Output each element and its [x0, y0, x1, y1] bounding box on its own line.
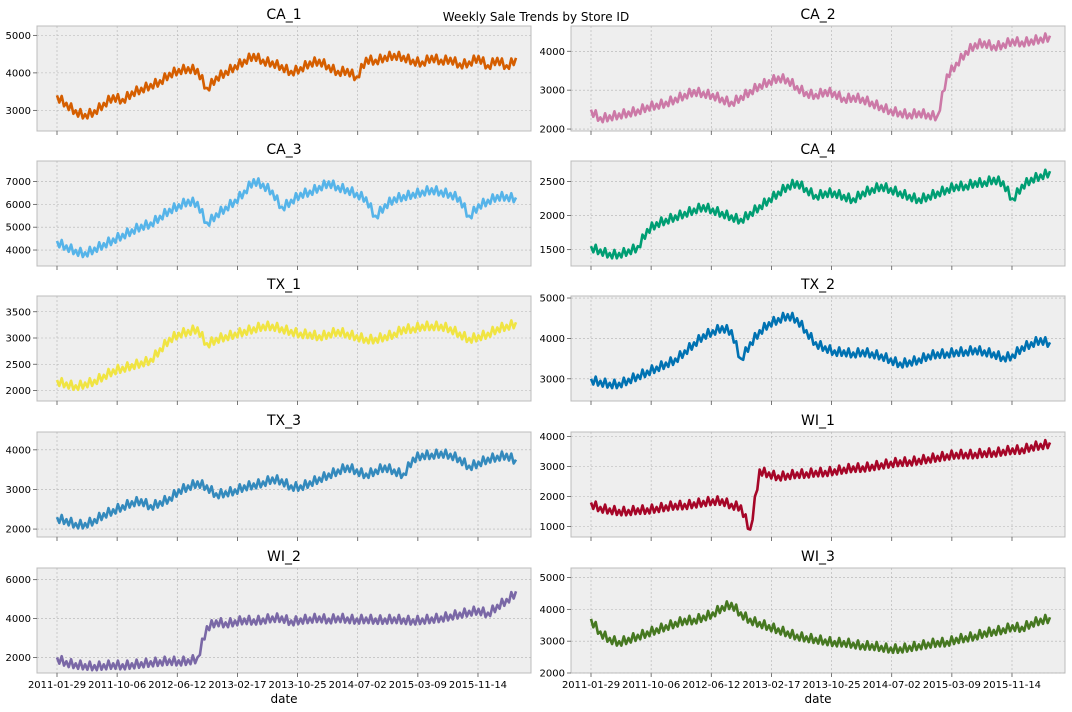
y-tick-label: 3000 [540, 374, 565, 385]
y-tick-label: 6000 [6, 200, 31, 211]
y-tick-label: 3000 [6, 334, 31, 345]
y-tick-label: 2500 [6, 360, 31, 371]
y-tick-label: 4000 [540, 605, 565, 616]
subplot-wi-1: 1000 2000 3000 4000 WI_1 [540, 413, 1066, 541]
x-tick-label: 2011-01-29 [562, 680, 620, 691]
subplot-title: WI_2 [267, 549, 301, 565]
series-line [589, 32, 1052, 124]
y-tick-label: 3500 [6, 307, 31, 318]
y-tick-label: 3000 [540, 462, 565, 473]
subplot-tx-2: 3000 4000 5000 TX_2 [540, 277, 1066, 405]
x-tick-label: 2015-11-14 [449, 680, 507, 691]
subplot-tx-1: 2000 2500 3000 3500 TX_1 [6, 277, 532, 405]
x-tick-label: 2014-07-02 [329, 680, 387, 691]
series-line [589, 168, 1052, 260]
chart-suptitle: Weekly Sale Trends by Store ID [443, 10, 629, 24]
plot-background [570, 431, 1066, 538]
x-tick-label: 2012-06-12 [148, 680, 206, 691]
plot-background [36, 295, 532, 402]
y-tick-label: 2000 [6, 386, 31, 397]
series-line [589, 311, 1052, 390]
plot-background [570, 25, 1066, 132]
y-tick-label: 2000 [6, 525, 31, 536]
y-tick-label: 2000 [540, 492, 565, 503]
series-line [589, 438, 1052, 531]
series-line [55, 590, 518, 672]
x-tick-label: 2012-06-12 [682, 680, 740, 691]
series-line [55, 319, 518, 392]
y-tick-label: 4000 [6, 445, 31, 456]
y-tick-label: 5000 [540, 573, 565, 584]
x-tick-label: 2015-11-14 [983, 680, 1041, 691]
plot-background [570, 160, 1066, 267]
subplot-title: TX_1 [266, 277, 301, 293]
x-tick-label: 2014-07-02 [863, 680, 921, 691]
plot-background [36, 160, 532, 267]
y-tick-label: 4000 [540, 432, 565, 443]
subplot-title: TX_3 [266, 413, 301, 429]
y-tick-label: 4000 [540, 47, 565, 58]
chart-panels: 3000 4000 5000 CA_1 2000 3000 4000 CA_2 4000 5000… [6, 7, 1066, 706]
series-line [589, 600, 1052, 655]
y-tick-label: 2000 [6, 653, 31, 664]
x-tick-label: 2011-10-06 [622, 680, 680, 691]
y-tick-label: 3000 [540, 637, 565, 648]
x-tick-label: 2013-10-25 [269, 680, 327, 691]
subplot-ca-1: 3000 4000 5000 CA_1 [6, 7, 532, 135]
plot-background [570, 567, 1066, 674]
y-tick-label: 1000 [540, 522, 565, 533]
y-tick-label: 5000 [6, 223, 31, 234]
y-tick-label: 4000 [6, 68, 31, 79]
subplot-wi-2: 2000 4000 6000 WI_2 2011-01-29 2011-10-06 2012… [6, 549, 532, 706]
subplot-title: CA_1 [266, 7, 301, 23]
y-tick-label: 5000 [6, 31, 31, 42]
subplot-title: WI_1 [801, 413, 835, 429]
x-axis-label: date [804, 692, 831, 706]
y-tick-label: 2000 [540, 125, 565, 136]
subplot-ca-3: 4000 5000 6000 7000 CA_3 [6, 142, 532, 270]
subplot-title: WI_3 [801, 549, 835, 565]
series-line [55, 50, 518, 120]
x-tick-label: 2013-02-17 [742, 680, 800, 691]
y-tick-label: 4000 [6, 246, 31, 257]
y-tick-label: 6000 [6, 575, 31, 586]
y-tick-label: 2000 [540, 669, 565, 680]
y-tick-label: 3000 [6, 106, 31, 117]
y-tick-label: 3000 [540, 86, 565, 97]
x-tick-label: 2013-02-17 [208, 680, 266, 691]
y-tick-label: 5000 [540, 294, 565, 305]
x-tick-label: 2013-10-25 [803, 680, 861, 691]
subplot-title: CA_2 [800, 7, 835, 23]
subplot-title: CA_3 [266, 142, 301, 158]
y-tick-label: 2500 [540, 177, 565, 188]
subplot-tx-3: 2000 3000 4000 TX_3 [6, 413, 532, 541]
subplot-title: CA_4 [800, 142, 835, 158]
x-tick-label: 2011-10-06 [88, 680, 146, 691]
series-line [55, 177, 518, 259]
x-tick-label: 2015-03-09 [923, 680, 981, 691]
subplot-ca-2: 2000 3000 4000 CA_2 [540, 7, 1066, 136]
y-tick-label: 4000 [6, 614, 31, 625]
y-tick-label: 7000 [6, 177, 31, 188]
x-tick-label: 2015-03-09 [389, 680, 447, 691]
plot-background [36, 25, 532, 132]
y-tick-label: 3000 [6, 485, 31, 496]
subplot-ca-4: 1500 2000 2500 CA_4 [540, 142, 1066, 270]
subplot-wi-3: 2000 3000 4000 5000 WI_3 2011-01-29 2011-10-06… [540, 549, 1066, 706]
series-line [55, 448, 518, 530]
x-axis-label: date [270, 692, 297, 706]
y-tick-label: 1500 [540, 245, 565, 256]
x-tick-label: 2011-01-29 [28, 680, 86, 691]
y-tick-label: 4000 [540, 334, 565, 345]
subplot-title: TX_2 [800, 277, 835, 293]
y-tick-label: 2000 [540, 211, 565, 222]
